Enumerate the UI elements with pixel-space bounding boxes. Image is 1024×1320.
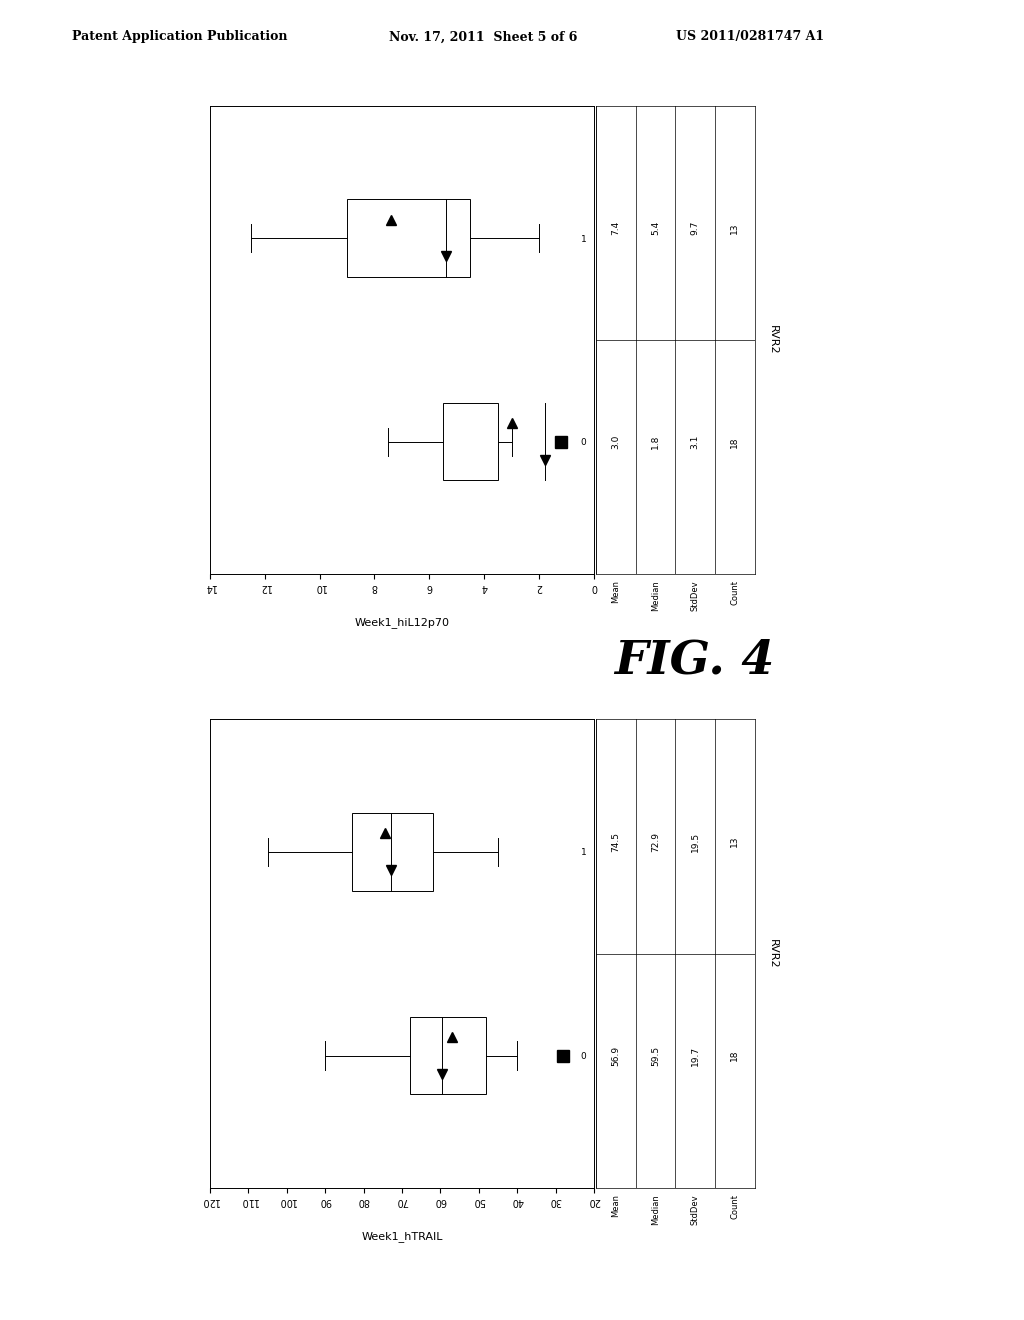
Text: Nov. 17, 2011  Sheet 5 of 6: Nov. 17, 2011 Sheet 5 of 6 bbox=[389, 30, 578, 44]
Text: 7.4: 7.4 bbox=[611, 220, 621, 235]
Text: 18: 18 bbox=[730, 436, 739, 447]
Text: US 2011/0281747 A1: US 2011/0281747 A1 bbox=[676, 30, 824, 44]
Text: FIG. 4: FIG. 4 bbox=[614, 638, 774, 682]
Text: 74.5: 74.5 bbox=[611, 832, 621, 851]
Text: RVR2: RVR2 bbox=[768, 325, 778, 355]
Text: 59.5: 59.5 bbox=[651, 1045, 660, 1065]
Bar bbox=[443, 403, 498, 480]
Text: RVR2: RVR2 bbox=[768, 939, 778, 969]
Bar bbox=[352, 813, 432, 891]
Text: 13: 13 bbox=[730, 222, 739, 234]
Text: 18: 18 bbox=[730, 1049, 739, 1061]
Text: 5.4: 5.4 bbox=[651, 220, 660, 235]
X-axis label: Week1_hiL12p70: Week1_hiL12p70 bbox=[354, 616, 450, 628]
Text: 3.1: 3.1 bbox=[690, 434, 699, 449]
X-axis label: Week1_hTRAIL: Week1_hTRAIL bbox=[361, 1230, 442, 1242]
Text: Patent Application Publication: Patent Application Publication bbox=[72, 30, 287, 44]
Text: 3.0: 3.0 bbox=[611, 434, 621, 449]
Text: 56.9: 56.9 bbox=[611, 1045, 621, 1065]
Text: 19.5: 19.5 bbox=[690, 832, 699, 851]
Text: 19.7: 19.7 bbox=[690, 1045, 699, 1065]
Bar bbox=[347, 199, 470, 277]
Text: 9.7: 9.7 bbox=[690, 220, 699, 235]
Text: 13: 13 bbox=[730, 836, 739, 847]
Bar bbox=[410, 1016, 486, 1094]
Text: 72.9: 72.9 bbox=[651, 832, 660, 851]
Text: 1.8: 1.8 bbox=[651, 434, 660, 449]
